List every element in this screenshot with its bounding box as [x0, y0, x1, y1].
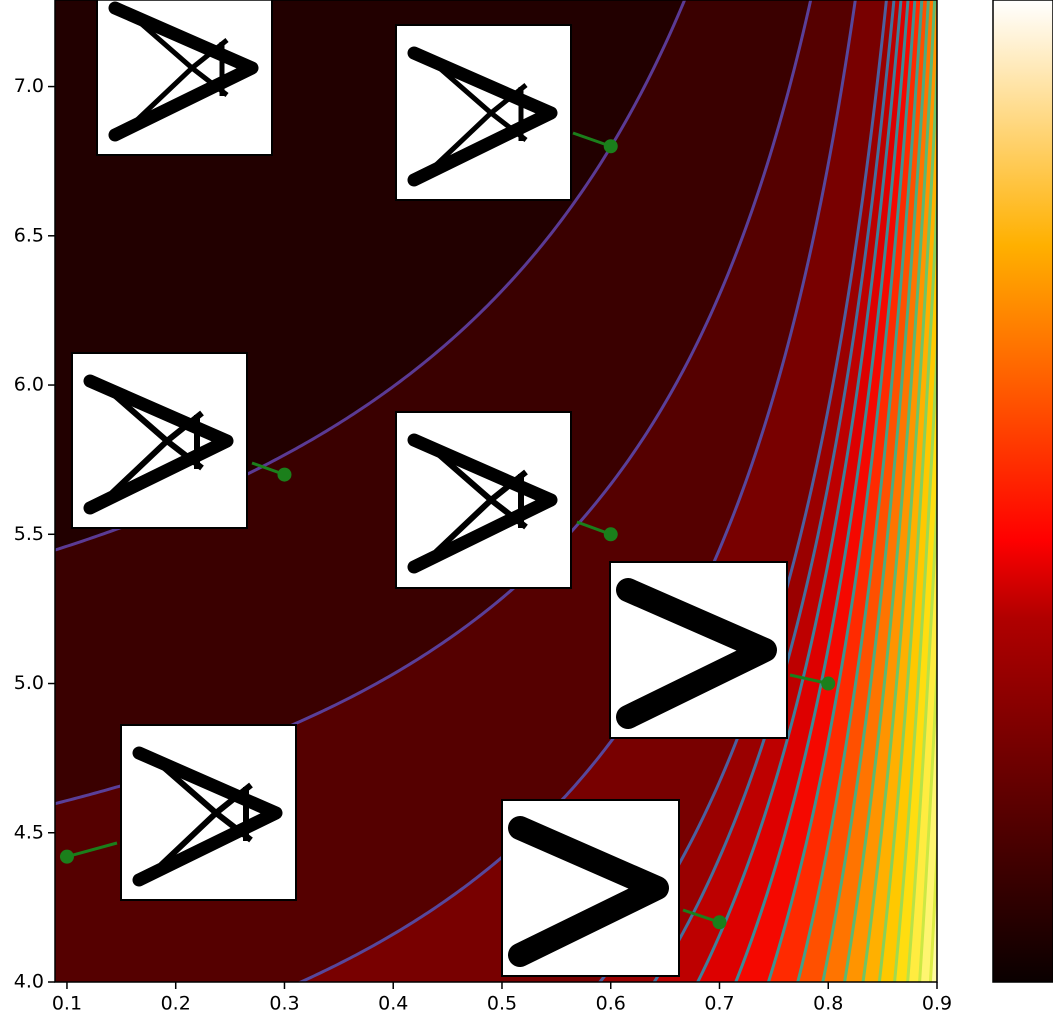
- y-tick-label: 4.0: [14, 971, 44, 993]
- x-tick-label: 0.3: [269, 993, 299, 1015]
- y-tick-label: 5.5: [14, 523, 44, 545]
- y-tick-label: 5.0: [14, 672, 44, 694]
- contour-line: [597, 0, 888, 982]
- inset-shape: [616, 578, 777, 729]
- data-point: [821, 676, 836, 691]
- contour-line: [652, 0, 896, 982]
- arrow: [66, 841, 118, 859]
- y-tick-label: 7.0: [14, 75, 44, 97]
- axes-frame: [54, 0, 938, 983]
- data-point: [277, 467, 292, 482]
- inset-struts: [434, 63, 528, 167]
- colorbar: [992, 0, 1053, 983]
- contour-line: [696, 0, 903, 982]
- x-tick-label: 0.6: [596, 993, 626, 1015]
- inset-shape: [508, 816, 669, 967]
- inset-struts: [158, 762, 253, 868]
- inset-image: [96, 0, 273, 156]
- contour-band: [930, 854, 937, 982]
- inset-image: [395, 411, 572, 589]
- inset-image: [501, 799, 680, 977]
- x-tick-label: 0.7: [704, 993, 734, 1015]
- x-tick-label: 0.4: [378, 993, 408, 1015]
- y-tick-label: 4.5: [14, 821, 44, 843]
- contour-band: [919, 672, 937, 982]
- y-tick-label: 6.5: [14, 224, 44, 246]
- data-point: [712, 915, 727, 930]
- inset-image: [609, 561, 788, 739]
- data-point: [603, 139, 618, 154]
- x-tick-label: 0.9: [922, 993, 952, 1015]
- x-tick-label: 0.2: [161, 993, 191, 1015]
- inset-shape: [83, 374, 234, 515]
- contour-line: [734, 0, 910, 982]
- inset-struts: [109, 390, 204, 496]
- inset-image: [120, 724, 297, 901]
- x-tick-label: 0.5: [487, 993, 517, 1015]
- contour-line: [766, 0, 917, 982]
- inset-shape: [407, 433, 558, 574]
- contour-line: [297, 0, 857, 982]
- inset-struts: [135, 18, 229, 122]
- inset-shape: [132, 746, 283, 887]
- data-point: [59, 849, 74, 864]
- inset-image: [395, 24, 572, 201]
- x-tick-label: 0.8: [813, 993, 843, 1015]
- inset-shape: [108, 1, 259, 142]
- inset-struts: [433, 449, 528, 555]
- inset-shape: [407, 46, 558, 187]
- data-point: [603, 527, 618, 542]
- x-tick-label: 0.1: [52, 993, 82, 1015]
- y-tick-label: 6.0: [14, 374, 44, 396]
- inset-image: [71, 352, 248, 529]
